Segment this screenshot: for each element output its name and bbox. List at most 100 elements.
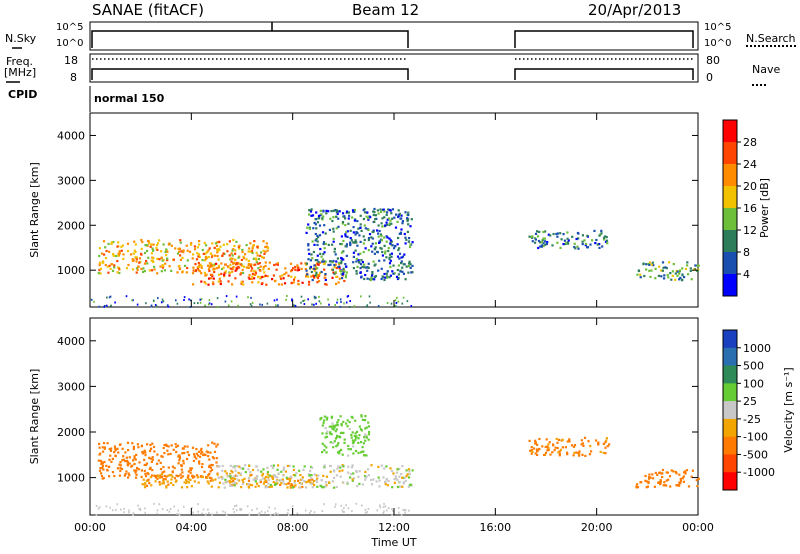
echo-cell xyxy=(178,248,182,251)
echo-cell xyxy=(240,282,243,285)
echo-cell xyxy=(305,269,308,272)
echo-cell xyxy=(203,271,206,274)
echo-cell xyxy=(345,210,349,213)
ground-scatter-cell xyxy=(366,304,369,307)
echo-cell xyxy=(321,486,324,489)
ground-scatter-cell xyxy=(237,304,239,307)
echo-cell xyxy=(542,237,545,240)
echo-cell xyxy=(100,474,104,478)
echo-cell xyxy=(241,250,244,254)
echo-cell xyxy=(228,240,231,243)
echo-cell xyxy=(148,242,151,245)
echo-cell xyxy=(547,233,550,236)
echo-cell xyxy=(195,258,199,261)
x-axis-label: Time UT xyxy=(370,536,416,549)
echo-cell xyxy=(373,264,376,267)
ground-scatter-cell xyxy=(275,512,277,515)
echo-cell xyxy=(387,249,390,253)
echo-cell xyxy=(388,262,392,265)
echo-cell xyxy=(352,472,355,475)
echo-cell xyxy=(141,452,144,455)
ground-scatter-cell xyxy=(166,509,169,512)
echo-cell xyxy=(381,254,384,257)
echo-cell xyxy=(358,261,361,264)
echo-cell xyxy=(531,240,534,243)
echo-cell xyxy=(377,235,380,238)
ground-scatter-cell xyxy=(303,299,306,302)
echo-cell xyxy=(121,244,124,247)
ground-scatter-cell xyxy=(156,509,159,512)
echo-cell xyxy=(117,451,120,454)
echo-cell xyxy=(110,263,113,266)
echo-cell xyxy=(213,442,216,445)
echo-cell xyxy=(408,245,412,249)
echo-cell xyxy=(639,276,642,279)
echo-cell xyxy=(676,274,679,277)
echo-cell xyxy=(216,251,219,254)
echo-cell xyxy=(147,239,150,243)
echo-cell xyxy=(124,451,127,454)
echo-cell xyxy=(231,471,234,474)
colorbar-tick-label: 28 xyxy=(743,136,757,149)
echo-cell xyxy=(312,250,315,254)
echo-cell xyxy=(125,267,129,270)
colorbar-tick-label: 1000 xyxy=(743,342,771,355)
echo-cell xyxy=(241,478,244,482)
echo-cell xyxy=(210,468,214,471)
echo-cell xyxy=(236,478,239,481)
echo-cell xyxy=(340,260,343,263)
echo-cell xyxy=(275,263,278,266)
echo-cell xyxy=(352,255,355,258)
echo-cell xyxy=(297,268,301,271)
ground-scatter-cell xyxy=(256,507,258,510)
ground-scatter-cell xyxy=(199,298,202,301)
echo-cell xyxy=(282,474,285,477)
echo-cell xyxy=(113,445,116,448)
echo-cell xyxy=(310,476,313,480)
echo-cell xyxy=(254,257,257,260)
echo-cell xyxy=(225,472,228,475)
echo-cell xyxy=(377,224,380,227)
echo-cell xyxy=(380,464,383,467)
echo-cell xyxy=(396,485,400,489)
echo-cell xyxy=(645,268,648,271)
echo-cell xyxy=(328,432,332,435)
echo-cell xyxy=(534,452,537,455)
echo-cell xyxy=(654,277,657,280)
echo-cell xyxy=(573,242,576,245)
echo-cell xyxy=(380,267,383,270)
echo-cell xyxy=(313,484,316,487)
echo-cell xyxy=(302,468,305,471)
echo-cell xyxy=(409,225,412,228)
echo-cell xyxy=(106,265,109,268)
ground-scatter-cell xyxy=(139,508,142,511)
ground-scatter-cell xyxy=(334,505,336,508)
y-tick-label: 2000 xyxy=(57,426,85,439)
echo-cell xyxy=(210,255,214,258)
echo-cell xyxy=(218,273,221,276)
ground-scatter-cell xyxy=(277,513,279,516)
echo-cell xyxy=(341,222,344,225)
echo-cell xyxy=(602,442,605,445)
echo-cell xyxy=(335,260,338,263)
echo-cell xyxy=(173,477,177,480)
echo-cell xyxy=(140,238,143,242)
echo-cell xyxy=(659,479,662,482)
echo-cell xyxy=(316,267,319,270)
echo-cell xyxy=(387,217,391,220)
echo-cell xyxy=(116,271,119,274)
echo-cell xyxy=(249,242,252,245)
echo-cell xyxy=(134,243,137,246)
echo-cell xyxy=(141,483,144,486)
echo-cell xyxy=(101,446,104,449)
echo-cell xyxy=(386,211,389,214)
ground-scatter-cell xyxy=(225,513,228,516)
echo-cell xyxy=(343,438,346,441)
echo-cell xyxy=(115,254,118,258)
echo-cell xyxy=(177,475,180,478)
echo-cell xyxy=(359,252,362,255)
echo-cell xyxy=(297,479,300,482)
echo-cell xyxy=(372,210,375,213)
echo-cell xyxy=(409,483,412,486)
echo-cell xyxy=(217,264,220,267)
